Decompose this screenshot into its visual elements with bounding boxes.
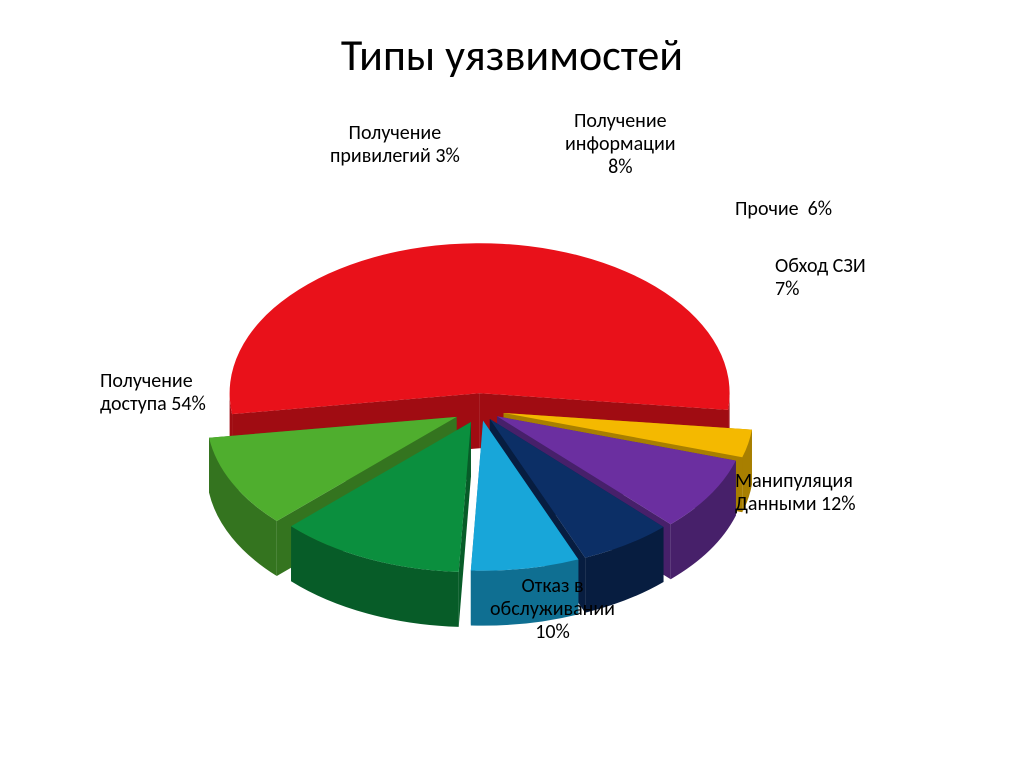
pie-slice-top: [230, 243, 730, 414]
pie-slice-label: Получение привилегий 3%: [330, 122, 460, 168]
pie-chart-3d: Получение доступа 54% Получение привилеги…: [0, 100, 1024, 740]
pie-slice-label: Прочие 6%: [735, 198, 832, 221]
pie-slice-label: Отказ в обслуживании 10%: [490, 575, 615, 644]
pie-slice-label: Получение информации 8%: [565, 110, 676, 179]
chart-title: Типы уязвимостей: [0, 28, 1024, 82]
pie-slice-label: Обход СЗИ 7%: [775, 255, 866, 301]
pie-slice-label: Получение доступа 54%: [100, 370, 206, 416]
pie-slice-label: Манипуляция Данными 12%: [735, 470, 856, 516]
